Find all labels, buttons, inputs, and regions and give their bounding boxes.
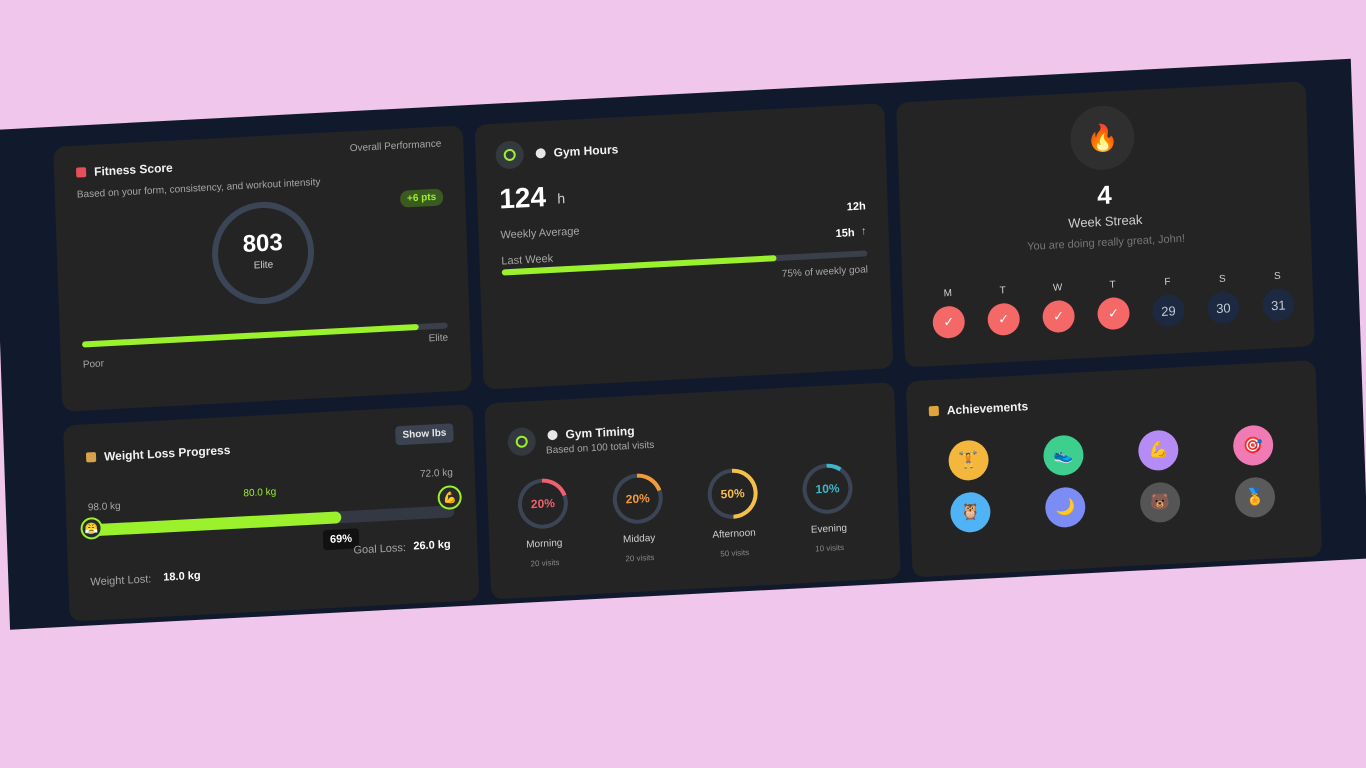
timing-percent: 10% — [805, 466, 850, 511]
scale-low-label: Poor — [82, 358, 105, 371]
weight-loss-title: Weight Loss Progress — [103, 442, 231, 464]
weekly-average-label: Weekly Average — [500, 225, 580, 242]
heart-rate-icon — [75, 167, 87, 178]
scale-high-label: Elite — [428, 332, 449, 345]
timing-percent: 50% — [710, 471, 755, 516]
streak-day-done: ✓ — [987, 302, 1021, 337]
weight-loss-card: Weight Loss Progress Show lbs 98.0 kg 80… — [62, 404, 480, 622]
overall-performance-label: Overall Performance — [349, 138, 442, 155]
weekly-goal-text: 75% of weekly goal — [781, 264, 869, 280]
fitness-score-title: Fitness Score — [93, 160, 173, 179]
streak-day-pending: 30 — [1206, 290, 1240, 325]
achievement-badge-icon[interactable]: 🏅 — [1234, 476, 1276, 519]
achievements-card: Achievements 🏋 👟 💪 🎯 🦉 🌙 🐻 🏅 — [905, 360, 1323, 578]
gym-hours-card: Gym Hours 124 h Weekly Average 12h Last … — [474, 103, 894, 390]
streak-day-label: T — [1109, 279, 1116, 291]
score-scale-fill — [82, 323, 419, 348]
fire-icon: 🔥 — [1069, 104, 1136, 172]
timing-donut: 50% — [706, 467, 759, 521]
achievement-badge-icon[interactable]: 👟 — [1042, 434, 1085, 477]
timing-percent: 20% — [521, 481, 565, 526]
current-weight: 80.0 kg — [243, 486, 277, 500]
timing-slot-visits: 10 visits — [815, 542, 845, 554]
streak-day-label: M — [943, 287, 953, 300]
timing-percent: 20% — [616, 476, 660, 521]
goal-marker-icon: 💪 — [437, 484, 463, 511]
fitness-score-card: Fitness Score Overall Performance Based … — [53, 125, 472, 412]
gym-timing-card: Gym Timing Based on 100 total visits 20%… — [484, 382, 901, 600]
streak-day-done: ✓ — [932, 305, 966, 340]
achievement-badge-icon[interactable]: 🌙 — [1044, 486, 1086, 529]
week-streak-card: 🔥 4 Week Streak You are doing really gre… — [896, 81, 1315, 368]
weight-fill — [88, 511, 342, 537]
score-scale-track — [82, 322, 448, 348]
start-marker-icon: 😤 — [80, 516, 103, 540]
achievement-badge-icon[interactable]: 🦉 — [949, 491, 992, 534]
timing-donut: 20% — [517, 477, 569, 530]
last-week-value: 15h — [835, 226, 855, 240]
timing-slot-visits: 20 visits — [625, 552, 655, 564]
show-lbs-button[interactable]: Show lbs — [395, 423, 454, 446]
fitness-score-subtitle: Based on your form, consistency, and wor… — [76, 176, 321, 201]
achievement-badge-icon[interactable]: 🎯 — [1232, 424, 1274, 467]
gym-hours-title: Gym Hours — [553, 142, 619, 160]
trophy-icon — [928, 405, 940, 417]
streak-day-done: ✓ — [1042, 299, 1076, 334]
streak-day-label: F — [1164, 276, 1171, 288]
timing-donut: 20% — [611, 472, 664, 526]
gym-timing-title: Gym Timing — [565, 423, 635, 442]
goal-loss-value: 26.0 kg — [413, 538, 451, 553]
streak-day-label: S — [1273, 270, 1281, 283]
fitness-score-value: 803 — [242, 228, 284, 259]
weight-lost-value: 18.0 kg — [163, 569, 201, 584]
dashboard-perspective: Fitness Score Overall Performance Based … — [0, 58, 1366, 630]
timing-slot-name: Evening — [810, 522, 848, 536]
start-weight: 98.0 kg — [87, 500, 121, 514]
timing-slot-visits: 20 visits — [530, 557, 560, 569]
trend-up-icon: ↑ — [860, 225, 867, 238]
timing-slot-name: Afternoon — [712, 527, 756, 541]
goal-weight: 72.0 kg — [419, 467, 453, 481]
total-hours-unit: h — [556, 190, 566, 207]
gym-timing-subtitle: Based on 100 total visits — [545, 439, 655, 457]
timing-donut: 10% — [801, 462, 854, 516]
clock-icon — [495, 140, 525, 170]
last-week-label: Last Week — [501, 252, 554, 268]
achievements-title: Achievements — [946, 399, 1029, 418]
streak-day-label: S — [1218, 273, 1226, 285]
scale-icon — [85, 452, 97, 463]
streak-day-label: W — [1052, 282, 1063, 294]
weekly-average-value: 12h — [846, 200, 866, 214]
streak-day-pending: 31 — [1261, 288, 1295, 322]
streak-day-done: ✓ — [1097, 296, 1131, 331]
timing-slot-visits: 50 visits — [720, 547, 750, 559]
score-delta-badge: +6 pts — [399, 188, 444, 208]
achievement-badge-icon[interactable]: 🐻 — [1139, 481, 1181, 524]
weight-track — [88, 505, 455, 537]
streak-day-pending: 29 — [1151, 293, 1185, 328]
timer-icon — [547, 429, 558, 441]
timing-slot-name: Midday — [622, 532, 656, 546]
timing-slot-name: Morning — [526, 537, 563, 551]
streak-day-label: T — [999, 285, 1006, 297]
stopwatch-icon — [535, 148, 546, 159]
weight-lost-label: Weight Lost: — [90, 573, 152, 589]
goal-loss-label: Goal Loss: — [353, 541, 407, 557]
achievement-badge-icon[interactable]: 💪 — [1137, 429, 1180, 472]
clock-icon — [507, 426, 537, 457]
total-hours-value: 124 — [498, 181, 547, 215]
achievement-badge-icon[interactable]: 🏋 — [947, 439, 990, 482]
